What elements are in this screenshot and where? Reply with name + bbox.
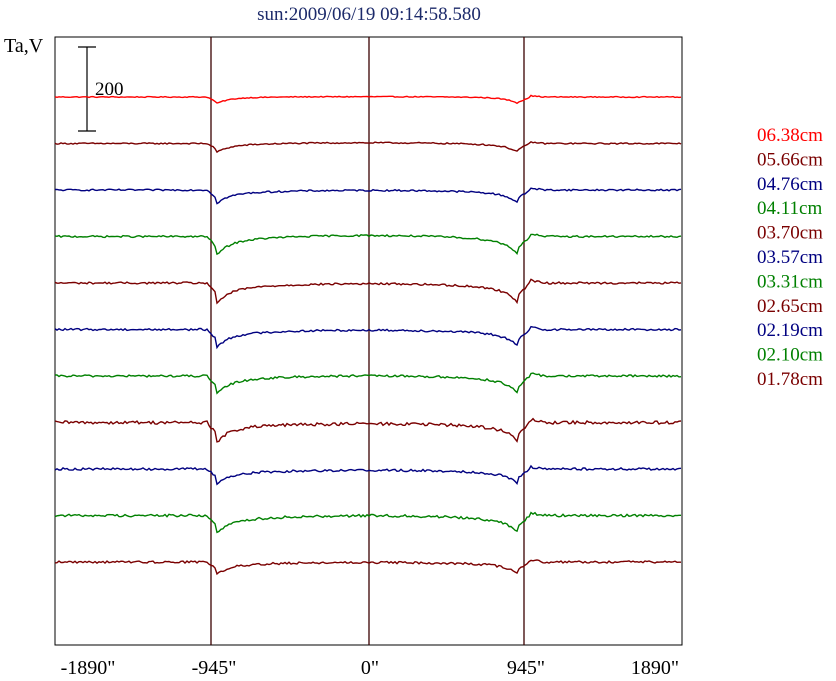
series-line-2 <box>55 187 682 205</box>
legend-item: 05.66cm <box>757 149 823 170</box>
scale-bar: 200 <box>78 46 124 132</box>
legend-item: 03.31cm <box>757 271 823 292</box>
x-tick-labels: -1890" -945" 0" 945" 1890" <box>61 657 680 679</box>
y-axis-label: Ta,V <box>4 35 44 57</box>
series-line-4 <box>54 278 682 305</box>
legend-item: 02.19cm <box>757 320 823 341</box>
series-line-10 <box>54 559 681 576</box>
legend-item: 01.78cm <box>757 369 823 390</box>
x-tick-label: 0" <box>361 657 379 679</box>
legend-item: 02.65cm <box>757 296 823 317</box>
series-line-8 <box>54 464 682 486</box>
legend-item: 03.57cm <box>757 247 823 268</box>
legend-item: 04.11cm <box>757 198 822 219</box>
series-line-3 <box>54 233 682 256</box>
series-line-1 <box>54 140 682 154</box>
x-tick-label: -945" <box>192 657 237 679</box>
legend-item: 02.10cm <box>757 345 823 366</box>
legend-item: 06.38cm <box>757 125 823 146</box>
series-line-6 <box>54 372 682 395</box>
series-line-0 <box>54 94 682 105</box>
x-tick-label: 945" <box>507 657 545 679</box>
series-group <box>54 94 682 576</box>
vertical-reference-lines <box>210 37 525 645</box>
x-tick-label: 1890" <box>631 657 679 679</box>
legend-item: 04.76cm <box>757 174 823 195</box>
series-line-7 <box>54 417 682 443</box>
legend: 06.38cm 05.66cm 04.76cm 04.11cm 03.70cm 03.57… <box>757 125 823 390</box>
chart-title: sun:2009/06/19 09:14:58.580 <box>257 4 481 25</box>
legend-item: 03.70cm <box>757 223 823 244</box>
series-line-9 <box>54 511 681 534</box>
series-line-5 <box>54 325 682 350</box>
x-tick-label: -1890" <box>61 657 116 679</box>
scale-bar-label: 200 <box>95 79 124 100</box>
